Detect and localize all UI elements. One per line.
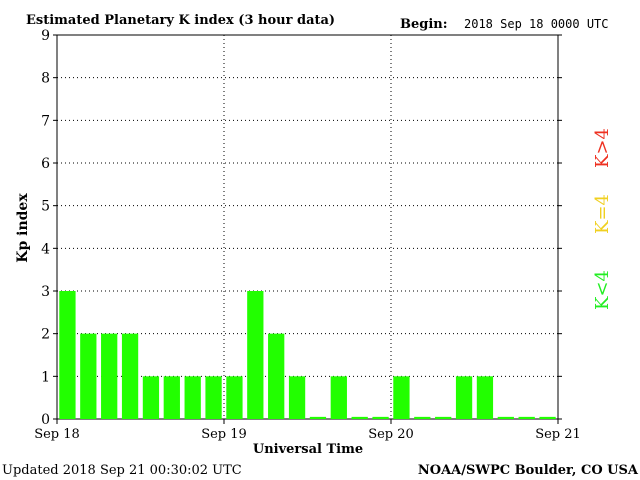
bar [309,416,327,419]
bar [435,416,452,419]
x-tick-labels: Sep 18 Sep 19 Sep 20 Sep 21 [34,419,581,442]
x-tick-label: Sep 21 [535,427,581,442]
y-tick-label: 4 [41,241,50,257]
bar [163,376,180,419]
bar [539,416,556,419]
data-source: NOAA/SWPC Boulder, CO USA [418,463,639,478]
chart-title: Estimated Planetary K index (3 hour data… [26,13,335,28]
bar [414,416,431,419]
y-tick-label: 6 [41,156,50,172]
plot-frame [56,34,559,420]
bar [372,416,389,419]
begin-value: 2018 Sep 18 0000 UTC [464,17,609,31]
bar [497,416,514,419]
updated-timestamp: Updated 2018 Sep 21 00:30:02 UTC [2,463,242,478]
y-tick-label: 0 [41,412,50,428]
bar [142,376,160,419]
y-tick-labels: 0 1 2 3 4 5 6 7 8 9 [41,28,562,428]
bar [330,376,347,419]
bar [205,376,222,419]
legend: K<4 K=4 K>4 [592,128,613,310]
bar [393,376,410,419]
legend-entry: K<4 [592,270,613,310]
x-axis-label: Universal Time [253,442,363,457]
bar [518,416,535,419]
bar [268,333,285,419]
bar [455,376,473,419]
bar [101,333,118,419]
x-tick-label: Sep 19 [201,427,247,442]
begin-label: Begin: [400,17,448,32]
bar [121,333,139,419]
legend-entry: K=4 [592,194,613,234]
y-axis-label: Kp index [15,193,31,263]
y-tick-label: 3 [41,284,50,300]
bar [184,376,201,419]
bar [226,376,243,419]
bar [351,416,368,419]
legend-entry: K>4 [592,128,613,168]
y-tick-label: 7 [41,113,50,129]
bar [59,291,76,419]
bars [59,291,556,419]
plot-area [56,34,559,420]
bar [247,291,264,419]
x-tick-label: Sep 18 [34,427,80,442]
bar [80,333,97,419]
y-tick-label: 9 [41,28,50,44]
y-tick-label: 8 [41,71,50,87]
y-tick-label: 2 [41,327,50,343]
y-tick-label: 5 [41,199,50,215]
x-tick-label: Sep 20 [368,427,414,442]
y-tick-label: 1 [41,369,50,385]
bar [288,376,306,419]
bar [476,376,494,419]
